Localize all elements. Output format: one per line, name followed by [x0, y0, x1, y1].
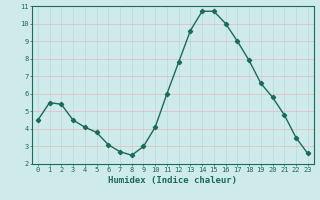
X-axis label: Humidex (Indice chaleur): Humidex (Indice chaleur): [108, 176, 237, 185]
